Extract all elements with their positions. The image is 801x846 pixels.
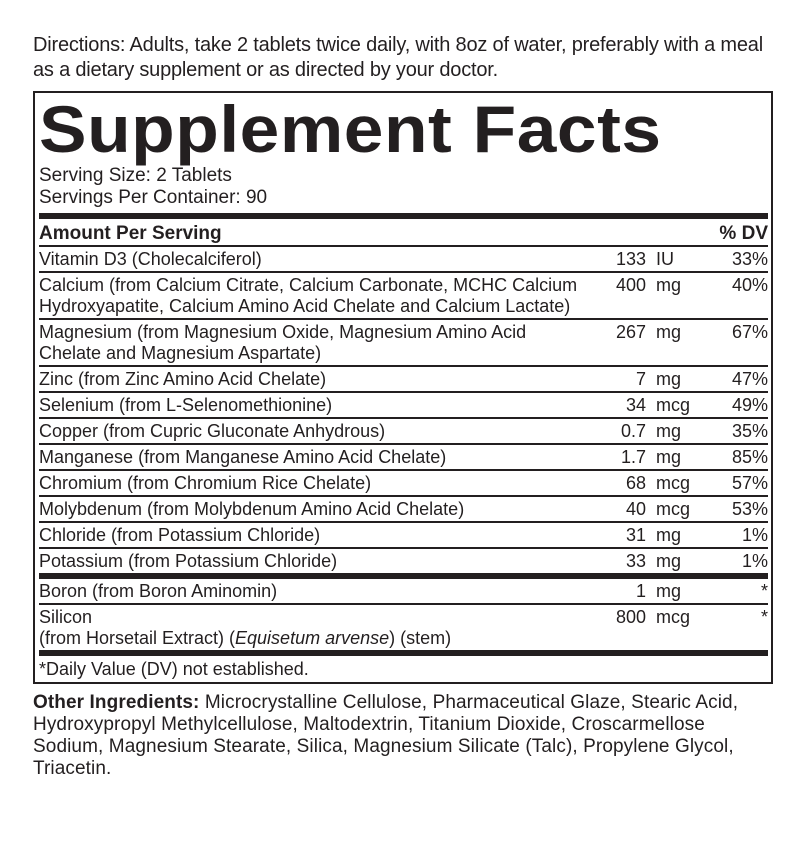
other-ingredients: Other Ingredients: Microcrystalline Cell… [33,692,773,780]
nutrient-name: Copper (from Cupric Gluconate Anhydrous) [39,418,592,445]
nutrient-amount: 400 [592,272,656,320]
serving-size: Serving Size: 2 Tablets [39,165,232,186]
nutrient-name: Boron (from Boron Aminomin) [39,576,592,605]
servings-per-container: Servings Per Container: 90 [39,187,268,208]
nutrient-dv: 47% [710,366,768,393]
amount-per-serving-label: Amount Per Serving [39,221,592,247]
silicon-latin: Equisetum arvense [235,628,390,648]
nutrient-name: Silicon (from Horsetail Extract) (Equiset… [39,604,592,656]
nutrient-dv: * [710,576,768,605]
silicon-source: (from Horsetail Extract) ( [39,628,236,648]
nutrient-unit: mcg [656,392,710,419]
nutrient-row: Chloride (from Potassium Chloride) 31 mg 1% [39,522,768,549]
nutrient-row: Vitamin D3 (Cholecalciferol) 133 IU 33% [39,246,768,273]
nutrient-row: Zinc (from Zinc Amino Acid Chelate) 7 mg 47… [39,366,768,393]
supplement-facts-panel: Supplement Facts Serving Size: 2 Tablets… [33,91,773,684]
other-ingredients-text: Microcrystalline Cellulose, Pharmaceutic… [33,692,739,779]
silicon-part: ) (stem) [389,628,452,648]
table-header: Amount Per Serving % DV [39,221,768,247]
nutrient-dv: 40% [710,272,768,320]
nutrient-name: Molybdenum (from Molybdenum Amino Acid C… [39,496,592,523]
nutrient-row: Potassium (from Potassium Chloride) 33 mg 1… [39,548,768,579]
nutrient-row: Molybdenum (from Molybdenum Amino Acid C… [39,496,768,523]
nutrient-amount: 800 [592,604,656,656]
nutrient-amount: 68 [592,470,656,497]
nutrient-dv: * [710,604,768,656]
nutrient-dv: 49% [710,392,768,419]
silicon-name: Silicon [39,607,93,627]
nutrient-row: Chromium (from Chromium Rice Chelate) 68 m… [39,470,768,497]
nutrient-amount: 0.7 [592,418,656,445]
nutrient-unit: mg [656,319,710,367]
nutrient-amount: 133 [592,246,656,273]
nutrient-row: Manganese (from Manganese Amino Acid Che… [39,444,768,471]
nutrient-row: Silicon (from Horsetail Extract) (Equiset… [39,604,768,656]
nutrient-name: Vitamin D3 (Cholecalciferol) [39,246,592,273]
nutrient-dv: 67% [710,319,768,367]
header-spacer [656,221,710,247]
nutrient-table: Amount Per Serving % DV Vitamin D3 (Chol… [39,221,768,680]
nutrient-dv: 35% [710,418,768,445]
nutrient-name: Selenium (from L-Selenomethionine) [39,392,592,419]
nutrient-dv: 57% [710,470,768,497]
nutrient-amount: 33 [592,548,656,579]
label-page: Directions: Adults, take 2 tablets twice… [33,34,773,780]
nutrient-dv: 85% [710,444,768,471]
panel-title: Supplement Facts [39,92,662,166]
nutrient-dv: 33% [710,246,768,273]
nutrient-row: Copper (from Cupric Gluconate Anhydrous)… [39,418,768,445]
nutrient-unit: mg [656,366,710,393]
nutrient-unit: mg [656,522,710,549]
nutrient-name: Manganese (from Manganese Amino Acid Che… [39,444,592,471]
nutrient-unit: mcg [656,496,710,523]
nutrient-unit: mg [656,444,710,471]
divider-thick [39,213,768,219]
nutrient-unit: mcg [656,470,710,497]
nutrient-name: Calcium (from Calcium Citrate, Calcium C… [39,272,592,320]
other-ingredients-label: Other Ingredients: [33,692,200,713]
nutrient-amount: 1.7 [592,444,656,471]
nutrient-dv: 53% [710,496,768,523]
nutrient-name: Chloride (from Potassium Chloride) [39,522,592,549]
nutrient-amount: 7 [592,366,656,393]
nutrient-name: Zinc (from Zinc Amino Acid Chelate) [39,366,592,393]
header-spacer [592,221,656,247]
nutrient-dv: 1% [710,548,768,579]
nutrient-row: Calcium (from Calcium Citrate, Calcium C… [39,272,768,320]
nutrient-unit: mg [656,418,710,445]
nutrient-unit: mg [656,576,710,605]
nutrient-unit: IU [656,246,710,273]
nutrient-amount: 34 [592,392,656,419]
dv-label: % DV [710,221,768,247]
nutrient-row: Selenium (from L-Selenomethionine) 34 mcg 4… [39,392,768,419]
nutrient-amount: 31 [592,522,656,549]
nutrient-dv: 1% [710,522,768,549]
nutrient-amount: 1 [592,576,656,605]
nutrient-row: Boron (from Boron Aminomin) 1 mg * [39,576,768,605]
footnote: *Daily Value (DV) not established. [39,659,309,679]
nutrient-name: Magnesium (from Magnesium Oxide, Magnesi… [39,319,592,367]
nutrient-unit: mg [656,548,710,579]
nutrient-unit: mcg [656,604,710,656]
nutrient-amount: 40 [592,496,656,523]
nutrient-name: Chromium (from Chromium Rice Chelate) [39,470,592,497]
footnote-row: *Daily Value (DV) not established. [39,653,768,680]
nutrient-unit: mg [656,272,710,320]
directions: Directions: Adults, take 2 tablets twice… [33,34,763,81]
nutrient-amount: 267 [592,319,656,367]
nutrient-name: Potassium (from Potassium Chloride) [39,548,592,579]
nutrient-row: Magnesium (from Magnesium Oxide, Magnesi… [39,319,768,367]
